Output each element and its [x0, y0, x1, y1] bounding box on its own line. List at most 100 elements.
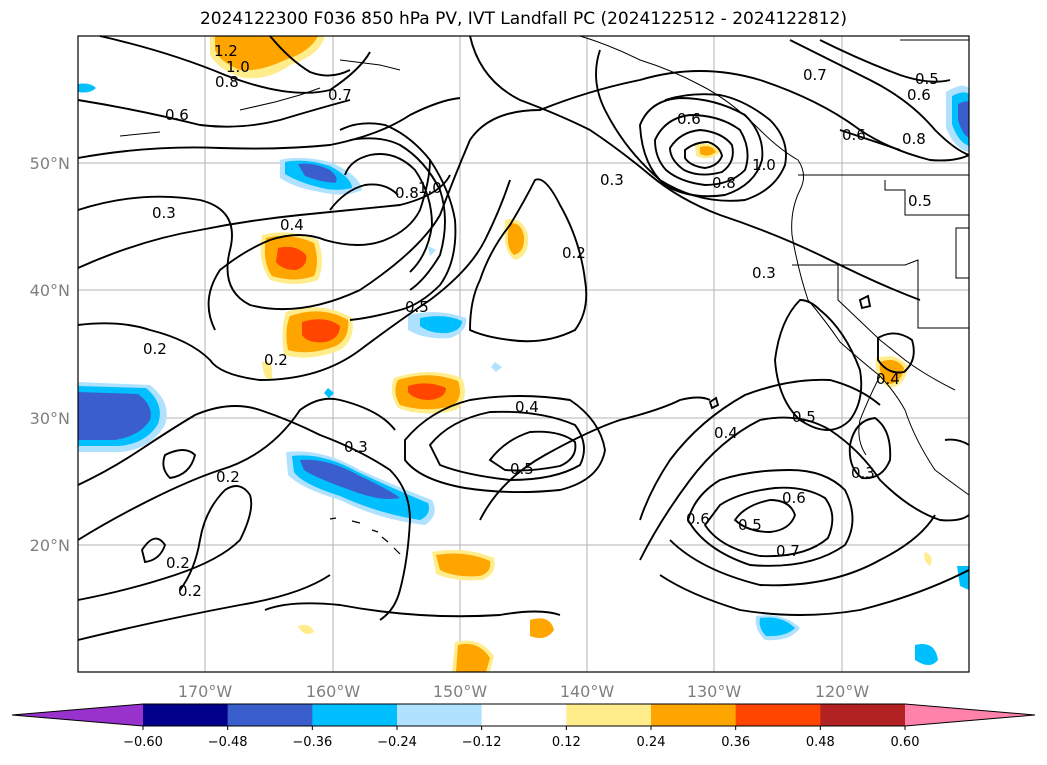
contour-label: 0.6: [686, 510, 710, 528]
contour-label: 0.6: [782, 489, 806, 507]
contour-line: [207, 159, 431, 331]
contour-line: [77, 179, 511, 381]
colorbar-segment: [481, 704, 567, 726]
lat-tick-label: 30°N: [30, 409, 70, 428]
contour-line: [77, 485, 253, 601]
colorbar-segment: [227, 704, 313, 726]
contour-line: [329, 183, 399, 211]
contour-label: 0.5: [738, 516, 762, 534]
contour-line: [428, 410, 585, 481]
contour-line: [77, 574, 331, 641]
colorbar-extension-high: [905, 704, 1035, 726]
colorbar-extension-low: [12, 704, 143, 726]
map-frame: [77, 35, 970, 673]
colorbar-tick-label: −0.12: [462, 735, 502, 750]
colorbar-segment: [312, 704, 398, 726]
colorbar-tick-label: 0.48: [806, 735, 835, 750]
colorbar-tick-label: 0.12: [552, 735, 581, 750]
contour-line: [669, 514, 936, 587]
lat-tick-label: 40°N: [30, 281, 70, 300]
colorbar-tick-label: 0.24: [637, 735, 666, 750]
contour-line: [639, 378, 881, 521]
contour-line: [686, 469, 854, 567]
contour-line: [77, 405, 411, 621]
colorbar-segment: [735, 704, 821, 726]
contour-line: [140, 537, 167, 564]
colorbar: −0.60 −0.48 −0.36 −0.24 −0.12 0.12 0.24 0.36 0.4…: [11, 703, 1036, 750]
contour-line: [669, 129, 734, 176]
map-background: [78, 36, 969, 672]
contour-label: 0.8: [902, 130, 926, 148]
contour-label: 0.2: [178, 582, 202, 600]
lon-tick-label: 120°W: [815, 682, 870, 701]
colorbar-segment: [651, 704, 737, 726]
colorbar-tick-label: 0.36: [721, 735, 750, 750]
contour-label: 0.5: [908, 192, 932, 210]
contour-label: 0.2: [143, 340, 167, 358]
lon-axis: 170°W 160°W 150°W 140°W 130°W 120°W: [178, 682, 870, 701]
contour-label: 0.7: [328, 86, 352, 104]
contour-label: 0.7: [776, 542, 800, 560]
lat-tick-label: 50°N: [30, 154, 70, 173]
contour-label: 0.3: [152, 204, 176, 222]
contour-label: 0.6: [907, 86, 931, 104]
contour-line: [479, 396, 711, 521]
lon-tick-label: 140°W: [560, 682, 615, 701]
contour-label: 0.4: [876, 370, 900, 388]
contour-label: 0.2: [216, 468, 240, 486]
contour-label: 0.5: [510, 460, 534, 478]
lon-tick-label: 170°W: [178, 682, 233, 701]
contour-label: 0.7: [803, 66, 827, 84]
contour-label: 1.0: [752, 156, 776, 174]
contour-line: [733, 499, 797, 533]
contour-label: 0.8: [215, 73, 239, 91]
colorbar-segment: [397, 704, 483, 726]
contour-label: 1.2: [214, 42, 238, 60]
contour-line: [339, 122, 457, 321]
contour-line: [469, 178, 588, 343]
contour-label: 0.2: [562, 244, 586, 262]
contour-label: 0.5: [792, 408, 816, 426]
contour-line: [708, 396, 720, 410]
colorbar-segment: [143, 704, 229, 726]
contour-label: 0.6: [165, 106, 189, 124]
contour-line: [639, 416, 970, 561]
contour-line: [877, 332, 915, 374]
pv-contours: [77, 35, 970, 641]
contour-label: 0.3: [752, 264, 776, 282]
contour-line: [944, 438, 970, 446]
contour-line: [264, 602, 561, 618]
contour-label: 0.2: [166, 554, 190, 572]
contour-label: 1.0: [226, 58, 250, 76]
contour-line: [162, 449, 197, 480]
contour-line: [77, 97, 461, 159]
lat-tick-label: 20°N: [30, 536, 70, 555]
contour-line: [858, 294, 872, 310]
contour-label: 0.3: [344, 438, 368, 456]
contour-line: [789, 39, 970, 156]
colorbar-tick-label: −0.60: [123, 735, 163, 750]
shading-anomalies: [78, 36, 969, 672]
contour-line: [654, 114, 749, 186]
coastlines: [119, 35, 970, 496]
lon-tick-label: 150°W: [433, 682, 488, 701]
contour-label: 0.2: [264, 351, 288, 369]
colorbar-tick-label: −0.24: [377, 735, 417, 750]
contour-line: [774, 299, 863, 431]
contour-label: 1.0: [418, 179, 442, 197]
contour-line: [639, 97, 764, 198]
contour-label: 0.4: [714, 424, 738, 442]
north-america-coast: [579, 35, 970, 496]
contour-line: [404, 395, 606, 494]
contour-line: [77, 397, 396, 541]
contour-label: 0.5: [405, 298, 429, 316]
colorbar-segment: [820, 704, 906, 726]
contour-line: [595, 49, 787, 202]
contour-line: [469, 35, 921, 301]
contour-line: [77, 174, 451, 269]
contour-label: 0.3: [851, 464, 875, 482]
colorbar-tick-label: −0.36: [292, 735, 332, 750]
lon-tick-label: 160°W: [306, 682, 361, 701]
contour-label: 0.6: [842, 126, 866, 144]
